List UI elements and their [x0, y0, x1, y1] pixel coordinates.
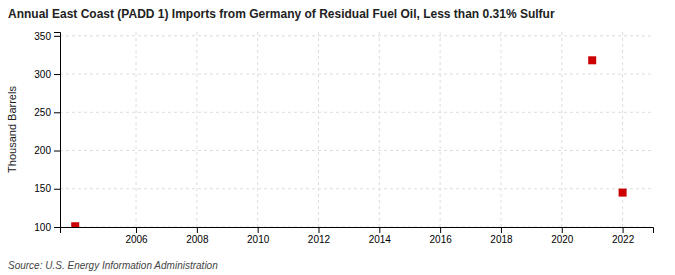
point [588, 56, 596, 64]
tick-mark [318, 227, 319, 233]
tick-label: 2014 [369, 234, 392, 245]
tick: 2006 [125, 227, 148, 245]
grid-line-x [440, 32, 441, 227]
tick-label: 2008 [186, 234, 209, 245]
plot-area: 2006200820102012201420162018202020221001… [6, 31, 654, 246]
tick: 350 [34, 31, 60, 42]
grid-line-x [196, 32, 197, 227]
grid-line-y [60, 74, 653, 75]
tick-label: 350 [34, 31, 51, 42]
grid-line-x [318, 32, 319, 227]
marks [71, 56, 626, 227]
tick: 300 [34, 69, 60, 80]
axis-line [54, 33, 61, 228]
tick-label: 2022 [612, 234, 635, 245]
tick-mark [136, 227, 137, 233]
tick-mark [623, 227, 624, 233]
tick-mark [54, 227, 60, 228]
tick: 150 [34, 183, 60, 194]
tick: 2016 [430, 227, 453, 245]
axis-line [61, 228, 654, 234]
grid-line-x [561, 32, 562, 227]
grid-line-y [60, 112, 653, 113]
tick-label: 250 [34, 107, 51, 118]
title: Annual East Coast (PADD 1) Imports from … [8, 7, 555, 21]
tick-mark [258, 227, 259, 233]
tick: 200 [34, 145, 60, 156]
tick-mark [54, 112, 60, 113]
y-axis: 100 150 200 250 300 350 [34, 31, 60, 233]
tick-label: 2020 [551, 234, 574, 245]
tick-label: 2016 [430, 234, 453, 245]
tick-mark [562, 227, 563, 233]
tick: 2012 [308, 227, 331, 245]
grid-line-y [60, 150, 653, 151]
chart-svg: Annual East Coast (PADD 1) Imports from … [0, 0, 675, 275]
grid [60, 32, 653, 227]
tick-label: 300 [34, 69, 51, 80]
tick-mark [54, 74, 60, 75]
tick: 2014 [369, 227, 392, 245]
grid-line-x [379, 32, 380, 227]
y-axis-label: Thousand Barrels [6, 86, 18, 173]
tick: 2008 [186, 227, 209, 245]
source: Source: U.S. Energy Information Administ… [8, 260, 218, 271]
tick-mark [54, 189, 60, 190]
tick: 100 [34, 222, 60, 233]
tick: 2022 [612, 227, 635, 245]
tick-label: 200 [34, 145, 51, 156]
tick-mark [379, 227, 380, 233]
grid-line-x [622, 32, 623, 227]
tick-mark [440, 227, 441, 233]
tick: 2020 [551, 227, 574, 245]
point [619, 189, 627, 197]
tick-mark [197, 227, 198, 233]
tick-mark [54, 151, 60, 152]
tick-label: 2018 [490, 234, 513, 245]
tick-label: 2010 [247, 234, 270, 245]
grid-line-y [60, 35, 653, 36]
grid-line-x [257, 32, 258, 227]
tick: 250 [34, 107, 60, 118]
x-axis: 2006 2008 2010 2012 2014 2016 2018 2020 2022 [61, 227, 654, 245]
tick-label: 150 [34, 183, 51, 194]
grid-line-x [136, 32, 137, 227]
tick-mark [54, 36, 60, 37]
tick: 2010 [247, 227, 270, 245]
tick: 2018 [490, 227, 513, 245]
grid-line-y [60, 188, 653, 189]
tick-label: 2006 [125, 234, 148, 245]
point [71, 222, 79, 227]
tick-label: 2012 [308, 234, 331, 245]
tick-mark [501, 227, 502, 233]
grid-line-x [500, 32, 501, 227]
tick-label: 100 [34, 222, 51, 233]
